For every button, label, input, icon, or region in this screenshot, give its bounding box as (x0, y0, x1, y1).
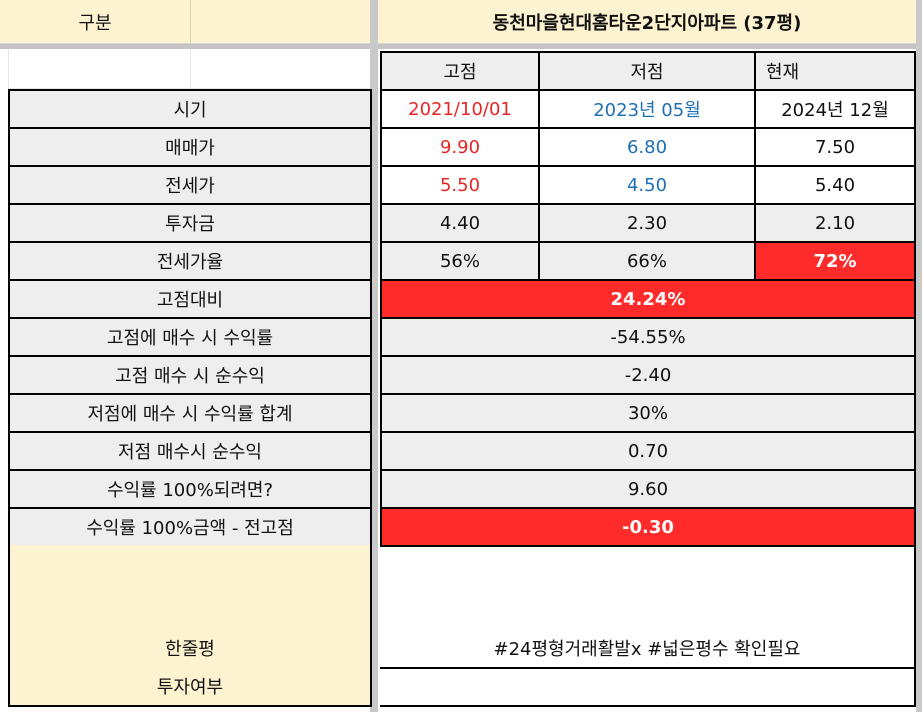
summary-value-text: 30% (627, 402, 668, 424)
summary-value-profit-high[interactable]: -2.40 (380, 355, 916, 395)
summary-label-text: 저점 매수시 순수익 (118, 442, 262, 463)
summary-value-text: -54.55% (610, 326, 686, 348)
row-label-sale-price[interactable]: 매매가 (8, 127, 372, 167)
summary-label-text: 수익률 100%금액 - 전고점 (86, 518, 294, 539)
row-label-text: 투자금 (165, 214, 215, 235)
summary-label-profit-low[interactable]: 저점 매수시 순수익 (8, 431, 372, 471)
cell-sale-low[interactable]: 6.80 (538, 127, 756, 167)
cell-value: 6.80 (626, 136, 668, 158)
row-label-period[interactable]: 시기 (8, 89, 372, 129)
cell-value: 56% (439, 250, 480, 272)
summary-label-return-low[interactable]: 저점에 매수 시 수익률 합계 (8, 393, 372, 433)
row-label-text: 시기 (173, 100, 207, 121)
cell-ratio-low[interactable]: 66% (538, 241, 756, 281)
cell-value: 2023년 05월 (593, 100, 701, 121)
column-separator (370, 0, 378, 712)
cell-invest-current[interactable]: 2.10 (754, 203, 916, 243)
summary-label-text: 수익률 100%되려면? (106, 480, 274, 501)
summary-label-return-high[interactable]: 고점에 매수 시 수익률 (8, 317, 372, 357)
cell-invest-high[interactable]: 4.40 (380, 203, 540, 243)
cell-value: 9.90 (439, 136, 481, 158)
sheet-title: 동천마을현대홈타운2단지아파트 (37평) (492, 12, 802, 34)
cell-value: 66% (626, 250, 667, 272)
summary-value-target-minus-high[interactable]: -0.30 (380, 507, 916, 547)
cell-value: 2.10 (814, 212, 856, 234)
summary-value-vs-high[interactable]: 24.24% (380, 279, 916, 319)
review-label-text: 한줄평 (165, 639, 215, 660)
summary-value-text: 24.24% (610, 288, 686, 310)
col-header-current[interactable]: 현재 (754, 51, 916, 91)
header-left-label: 구분 (78, 12, 112, 34)
cell-period-current[interactable]: 2024년 12월 (754, 89, 916, 129)
summary-label-text: 고점에 매수 시 수익률 (106, 328, 274, 349)
cell-invest-low[interactable]: 2.30 (538, 203, 756, 243)
summary-value-text: 9.60 (627, 478, 669, 500)
summary-value-text: 0.70 (627, 440, 669, 462)
cell-jeonse-low[interactable]: 4.50 (538, 165, 756, 205)
summary-label-text: 고점 매수 시 순수익 (115, 366, 265, 387)
sheet-title-cell[interactable]: 동천마을현대홈타운2단지아파트 (37평) (378, 0, 916, 44)
col-header-high-label: 고점 (443, 62, 477, 83)
cell-jeonse-high[interactable]: 5.50 (380, 165, 540, 205)
summary-value-return-high[interactable]: -54.55% (380, 317, 916, 357)
header-blank-cell[interactable] (190, 0, 370, 44)
cell-period-low[interactable]: 2023년 05월 (538, 89, 756, 129)
row-label-text: 매매가 (165, 138, 215, 159)
cell-value: 5.50 (439, 174, 481, 196)
review-value-cell[interactable]: #24평형거래활발x #넓은평수 확인필요 (380, 545, 916, 669)
row-label-text: 전세가율 (156, 252, 224, 273)
row-label-jeonse-ratio[interactable]: 전세가율 (8, 241, 372, 281)
row-label-investment[interactable]: 투자금 (8, 203, 372, 243)
col-header-low[interactable]: 저점 (538, 51, 756, 91)
summary-label-profit-high[interactable]: 고점 매수 시 순수익 (8, 355, 372, 395)
col-header-current-label: 현재 (766, 62, 800, 83)
cell-value: 5.40 (814, 174, 856, 196)
summary-value-return-low[interactable]: 30% (380, 393, 916, 433)
summary-label-text: 저점에 매수 시 수익률 합계 (87, 404, 293, 425)
header-left-cell[interactable]: 구분 (0, 0, 190, 44)
invest-value-cell[interactable] (380, 667, 916, 707)
review-value-text: #24평형거래활발x #넓은평수 확인필요 (493, 639, 801, 660)
summary-label-target-100[interactable]: 수익률 100%되려면? (8, 469, 372, 509)
invest-label-text: 투자여부 (156, 677, 224, 698)
cell-sale-high[interactable]: 9.90 (380, 127, 540, 167)
cell-ratio-current[interactable]: 72% (754, 241, 916, 281)
col-header-low-label: 저점 (630, 62, 664, 83)
right-edge-separator (916, 0, 922, 712)
summary-value-profit-low[interactable]: 0.70 (380, 431, 916, 471)
header-divider (0, 44, 922, 49)
summary-label-text: 고점대비 (156, 290, 224, 311)
col-header-high[interactable]: 고점 (380, 51, 540, 91)
empty-cell[interactable] (190, 49, 370, 89)
cell-ratio-high[interactable]: 56% (380, 241, 540, 281)
review-label-cell[interactable]: 한줄평 (8, 545, 372, 669)
cell-value: 4.50 (626, 174, 668, 196)
summary-value-text: -0.30 (622, 516, 674, 538)
cell-value: 7.50 (814, 136, 856, 158)
cell-sale-current[interactable]: 7.50 (754, 127, 916, 167)
summary-label-vs-high[interactable]: 고점대비 (8, 279, 372, 319)
invest-label-cell[interactable]: 투자여부 (8, 667, 372, 707)
cell-jeonse-current[interactable]: 5.40 (754, 165, 916, 205)
cell-value: 4.40 (439, 212, 481, 234)
cell-value: 2021/10/01 (408, 98, 512, 120)
summary-value-text: -2.40 (624, 364, 672, 386)
cell-value: 2024년 12월 (781, 100, 889, 121)
summary-value-target-100[interactable]: 9.60 (380, 469, 916, 509)
summary-label-target-minus-high[interactable]: 수익률 100%금액 - 전고점 (8, 507, 372, 547)
cell-value: 2.30 (626, 212, 668, 234)
empty-cell[interactable] (8, 49, 190, 89)
cell-value: 72% (813, 250, 857, 272)
cell-period-high[interactable]: 2021/10/01 (380, 89, 540, 129)
row-label-text: 전세가 (165, 176, 215, 197)
row-label-jeonse-price[interactable]: 전세가 (8, 165, 372, 205)
